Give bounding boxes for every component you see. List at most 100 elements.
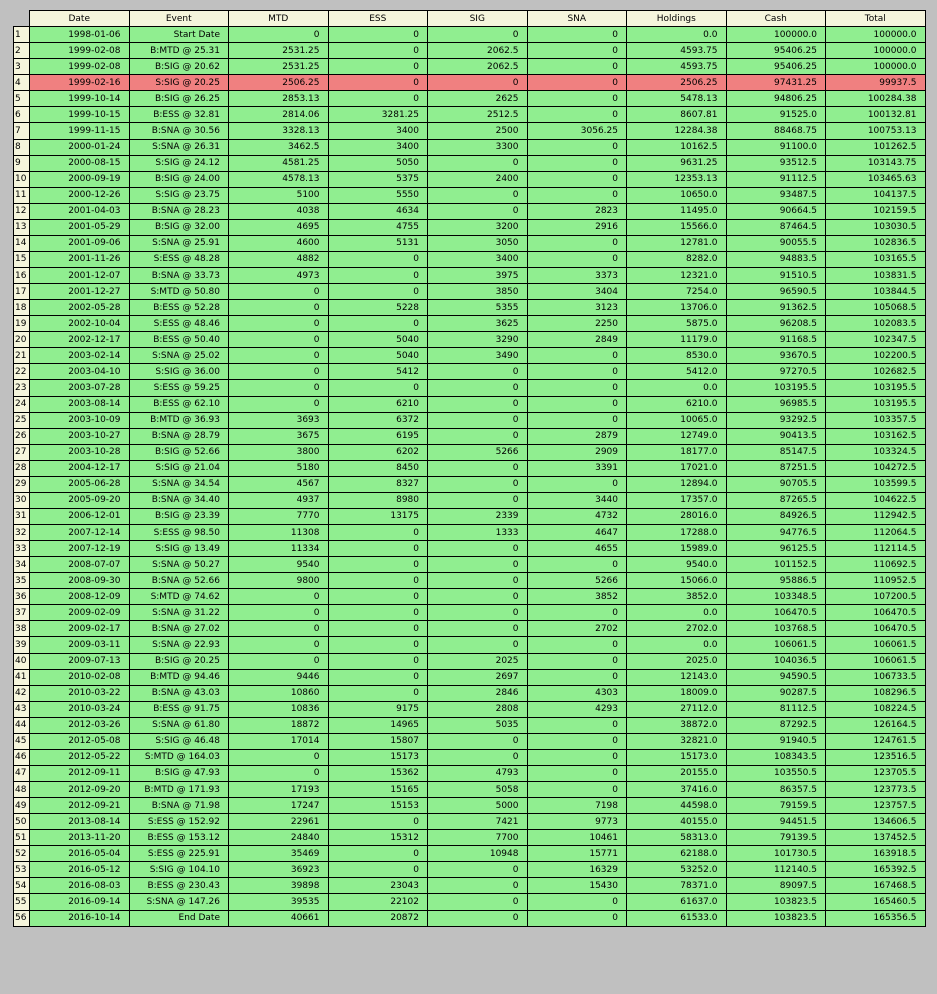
cell-total: 108296.5: [825, 684, 926, 702]
cell-total: 108224.5: [825, 700, 926, 718]
cell-sna: 9773: [526, 813, 627, 831]
cell-ess: 0: [327, 58, 428, 76]
cell-sig: 0: [427, 491, 528, 509]
cell-sig: 0: [427, 540, 528, 558]
cell-event: S:MTD @ 50.80: [128, 283, 229, 301]
row-index: 43: [13, 700, 30, 718]
table-row: 5 1999-10-14 B:SIG @ 26.25 2853.13 0 2625 0 547…: [13, 90, 926, 108]
cell-event: B:ESS @ 230.43: [128, 877, 229, 895]
row-index: 47: [13, 764, 30, 783]
cell-mtd: 0: [228, 379, 329, 397]
cell-sna: 3404: [526, 283, 627, 301]
row-index: 12: [13, 202, 30, 220]
cell-ess: 0: [327, 588, 428, 606]
cell-sig: 2697: [427, 668, 528, 686]
cell-total: 103844.5: [825, 283, 926, 301]
cell-mtd: 0: [228, 636, 329, 654]
cell-sna: 0: [526, 732, 627, 750]
cell-cash: 96590.5: [725, 283, 826, 301]
cell-holdings: 18177.0: [626, 443, 727, 461]
cell-sig: 5355: [427, 299, 528, 317]
cell-holdings: 15173.0: [626, 748, 727, 766]
row-index: 35: [13, 572, 30, 590]
cell-holdings: 17021.0: [626, 459, 727, 477]
cell-sna: 4647: [526, 523, 627, 542]
cell-total: 103324.5: [825, 443, 926, 461]
cell-sig: 5035: [427, 716, 528, 734]
cell-total: 103357.5: [825, 411, 926, 429]
cell-event: S:SNA @ 34.54: [128, 475, 229, 493]
cell-sig: 0: [427, 748, 528, 766]
cell-total: 165356.5: [825, 909, 926, 927]
column-header-mtd: MTD: [228, 9, 329, 28]
cell-event: B:ESS @ 32.81: [128, 106, 229, 124]
cell-date: 2001-04-03: [29, 202, 130, 220]
cell-date: 2016-08-03: [29, 877, 130, 895]
cell-holdings: 4593.75: [626, 42, 727, 60]
cell-sig: 2339: [427, 507, 528, 526]
cell-mtd: 36923: [228, 861, 329, 879]
cell-ess: 15312: [327, 829, 428, 847]
table-row: 26 2003-10-27 B:SNA @ 28.79 3675 6195 0 2879 12…: [13, 427, 926, 445]
column-header-cash: Cash: [725, 9, 826, 28]
cell-ess: 23043: [327, 877, 428, 895]
cell-holdings: 9631.25: [626, 154, 727, 172]
cell-total: 123773.5: [825, 780, 926, 799]
cell-mtd: 0: [228, 588, 329, 606]
cell-holdings: 61533.0: [626, 909, 727, 927]
cell-date: 2016-10-14: [29, 909, 130, 927]
cell-sna: 0: [526, 909, 627, 927]
cell-sna: 5266: [526, 572, 627, 590]
cell-total: 134606.5: [825, 813, 926, 831]
cell-holdings: 8607.81: [626, 106, 727, 124]
cell-cash: 79159.5: [725, 797, 826, 815]
table-row: 43 2010-03-24 B:ESS @ 91.75 10836 9175 2808 42…: [13, 700, 926, 718]
cell-sna: 0: [526, 363, 627, 381]
table-row: 52 2016-05-04 S:ESS @ 225.91 35469 0 10948 157…: [13, 845, 926, 863]
cell-ess: 0: [327, 315, 428, 333]
cell-sig: 0: [427, 893, 528, 911]
cell-cash: 94806.25: [725, 90, 826, 108]
cell-cash: 86357.5: [725, 780, 826, 799]
cell-ess: 3281.25: [327, 106, 428, 124]
cell-total: 112064.5: [825, 523, 926, 542]
cell-event: B:SIG @ 20.25: [128, 652, 229, 670]
cell-event: B:SIG @ 47.93: [128, 764, 229, 783]
cell-ess: 3400: [327, 138, 428, 156]
cell-sig: 3050: [427, 234, 528, 252]
cell-mtd: 11334: [228, 540, 329, 558]
cell-date: 2012-09-21: [29, 797, 130, 815]
cell-ess: 20872: [327, 909, 428, 927]
table-row: 54 2016-08-03 B:ESS @ 230.43 39898 23043 0 154…: [13, 877, 926, 895]
cell-sig: 0: [427, 379, 528, 397]
cell-cash: 101730.5: [725, 845, 826, 863]
cell-date: 1998-01-06: [29, 26, 130, 44]
cell-mtd: 9540: [228, 556, 329, 574]
cell-ess: 5228: [327, 299, 428, 317]
cell-mtd: 39898: [228, 877, 329, 895]
cell-sna: 0: [526, 186, 627, 204]
table-row: 28 2004-12-17 S:SIG @ 21.04 5180 8450 0 3391 17…: [13, 459, 926, 477]
cell-ess: 0: [327, 250, 428, 269]
cell-mtd: 10860: [228, 684, 329, 702]
cell-sna: 3852: [526, 588, 627, 606]
cell-sig: 2808: [427, 700, 528, 718]
cell-ess: 3400: [327, 122, 428, 140]
cell-cash: 90664.5: [725, 202, 826, 220]
cell-holdings: 10065.0: [626, 411, 727, 429]
cell-cash: 94451.5: [725, 813, 826, 831]
row-index: 42: [13, 684, 30, 702]
table-row: 15 2001-11-26 S:ESS @ 48.28 4882 0 3400 0 8282.…: [13, 250, 926, 269]
table-row: 39 2009-03-11 S:SNA @ 22.93 0 0 0 0 0.0 106061.5…: [13, 636, 926, 654]
cell-total: 102159.5: [825, 202, 926, 220]
cell-event: S:ESS @ 48.28: [128, 250, 229, 269]
cell-sna: 0: [526, 411, 627, 429]
cell-event: B:ESS @ 153.12: [128, 829, 229, 847]
cell-date: 1999-11-15: [29, 122, 130, 140]
cell-sna: 4732: [526, 507, 627, 526]
row-index: 49: [13, 797, 30, 815]
cell-date: 2003-08-14: [29, 395, 130, 413]
row-index: 10: [13, 170, 30, 188]
table-row: 31 2006-12-01 B:SIG @ 23.39 7770 13175 2339 47…: [13, 507, 926, 526]
cell-mtd: 35469: [228, 845, 329, 863]
